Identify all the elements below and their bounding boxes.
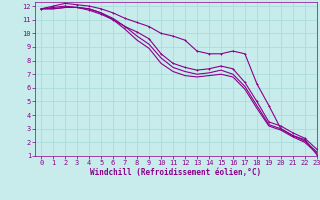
X-axis label: Windchill (Refroidissement éolien,°C): Windchill (Refroidissement éolien,°C)	[91, 168, 261, 177]
